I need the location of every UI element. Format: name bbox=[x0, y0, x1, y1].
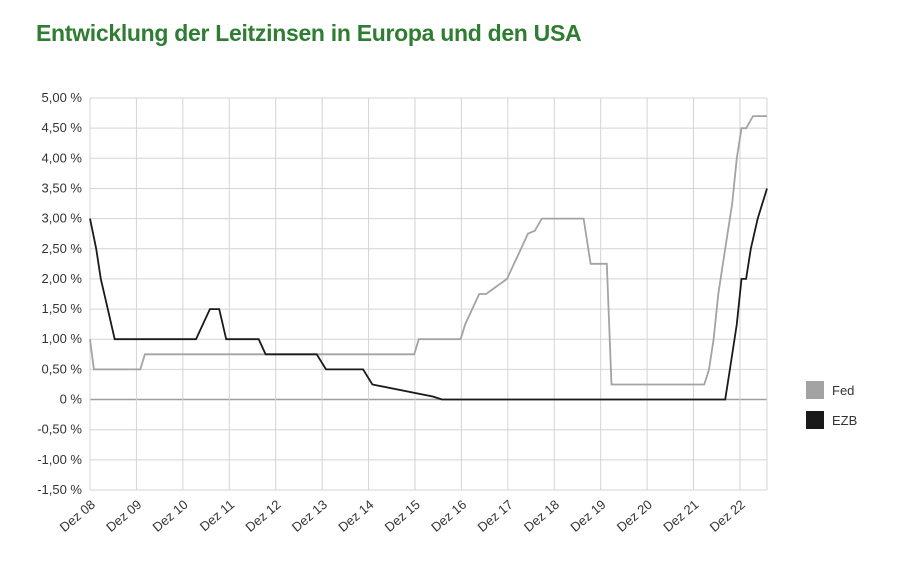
y-tick-label: 1,00 % bbox=[42, 331, 83, 346]
legend-swatch-fed bbox=[806, 381, 824, 399]
x-tick-label: Dez 19 bbox=[567, 497, 608, 535]
x-tick-label: Dez 15 bbox=[382, 497, 423, 535]
y-axis-tick-labels: 5,00 % 4,50 % 4,00 % 3,50 % 3,00 % 2,50 % 2,00… bbox=[37, 90, 82, 497]
y-tick-label: 0 % bbox=[60, 392, 83, 407]
legend-label-fed: Fed bbox=[832, 383, 854, 398]
x-tick-label: Dez 20 bbox=[614, 497, 655, 535]
y-tick-label: 5,00 % bbox=[42, 90, 83, 105]
series-line-ezb bbox=[89, 188, 768, 401]
y-tick-label: 3,00 % bbox=[42, 211, 83, 226]
y-tick-label: 2,50 % bbox=[42, 241, 83, 256]
y-tick-label: 1,50 % bbox=[42, 301, 83, 316]
y-tick-label: 0,50 % bbox=[42, 361, 83, 376]
x-tick-label: Dez 11 bbox=[197, 497, 237, 534]
series-lines bbox=[89, 115, 768, 401]
chart-title: Entwicklung der Leitzinsen in Europa und… bbox=[36, 20, 582, 46]
y-tick-label: -1,00 % bbox=[37, 452, 82, 467]
y-tick-label: -1,50 % bbox=[37, 482, 82, 497]
y-tick-label: 4,00 % bbox=[42, 150, 83, 165]
x-tick-label: Dez 09 bbox=[103, 497, 144, 535]
x-tick-label: Dez 12 bbox=[242, 497, 283, 535]
x-tick-label: Dez 18 bbox=[521, 497, 562, 535]
legend-swatch-ezb bbox=[806, 411, 824, 429]
x-tick-label: Dez 08 bbox=[57, 497, 98, 535]
y-tick-label: -0,50 % bbox=[37, 422, 82, 437]
x-tick-label: Dez 14 bbox=[335, 497, 376, 535]
y-tick-label: 4,50 % bbox=[42, 120, 83, 135]
legend: Fed EZB bbox=[806, 381, 857, 429]
y-tick-label: 3,50 % bbox=[42, 180, 83, 195]
series-line-fed bbox=[89, 115, 767, 386]
grid-lines bbox=[89, 97, 768, 491]
y-tick-label: 2,00 % bbox=[42, 271, 83, 286]
x-tick-label: Dez 13 bbox=[289, 497, 330, 535]
x-tick-label: Dez 21 bbox=[660, 497, 701, 535]
legend-label-ezb: EZB bbox=[832, 413, 857, 428]
x-tick-label: Dez 10 bbox=[150, 497, 191, 535]
x-tick-label: Dez 22 bbox=[707, 497, 748, 535]
x-axis-tick-labels: Dez 08 Dez 09 Dez 10 Dez 11 Dez 12 Dez 13 Dez … bbox=[57, 497, 748, 535]
x-tick-label: Dez 16 bbox=[428, 497, 469, 535]
x-tick-label: Dez 17 bbox=[475, 497, 516, 535]
